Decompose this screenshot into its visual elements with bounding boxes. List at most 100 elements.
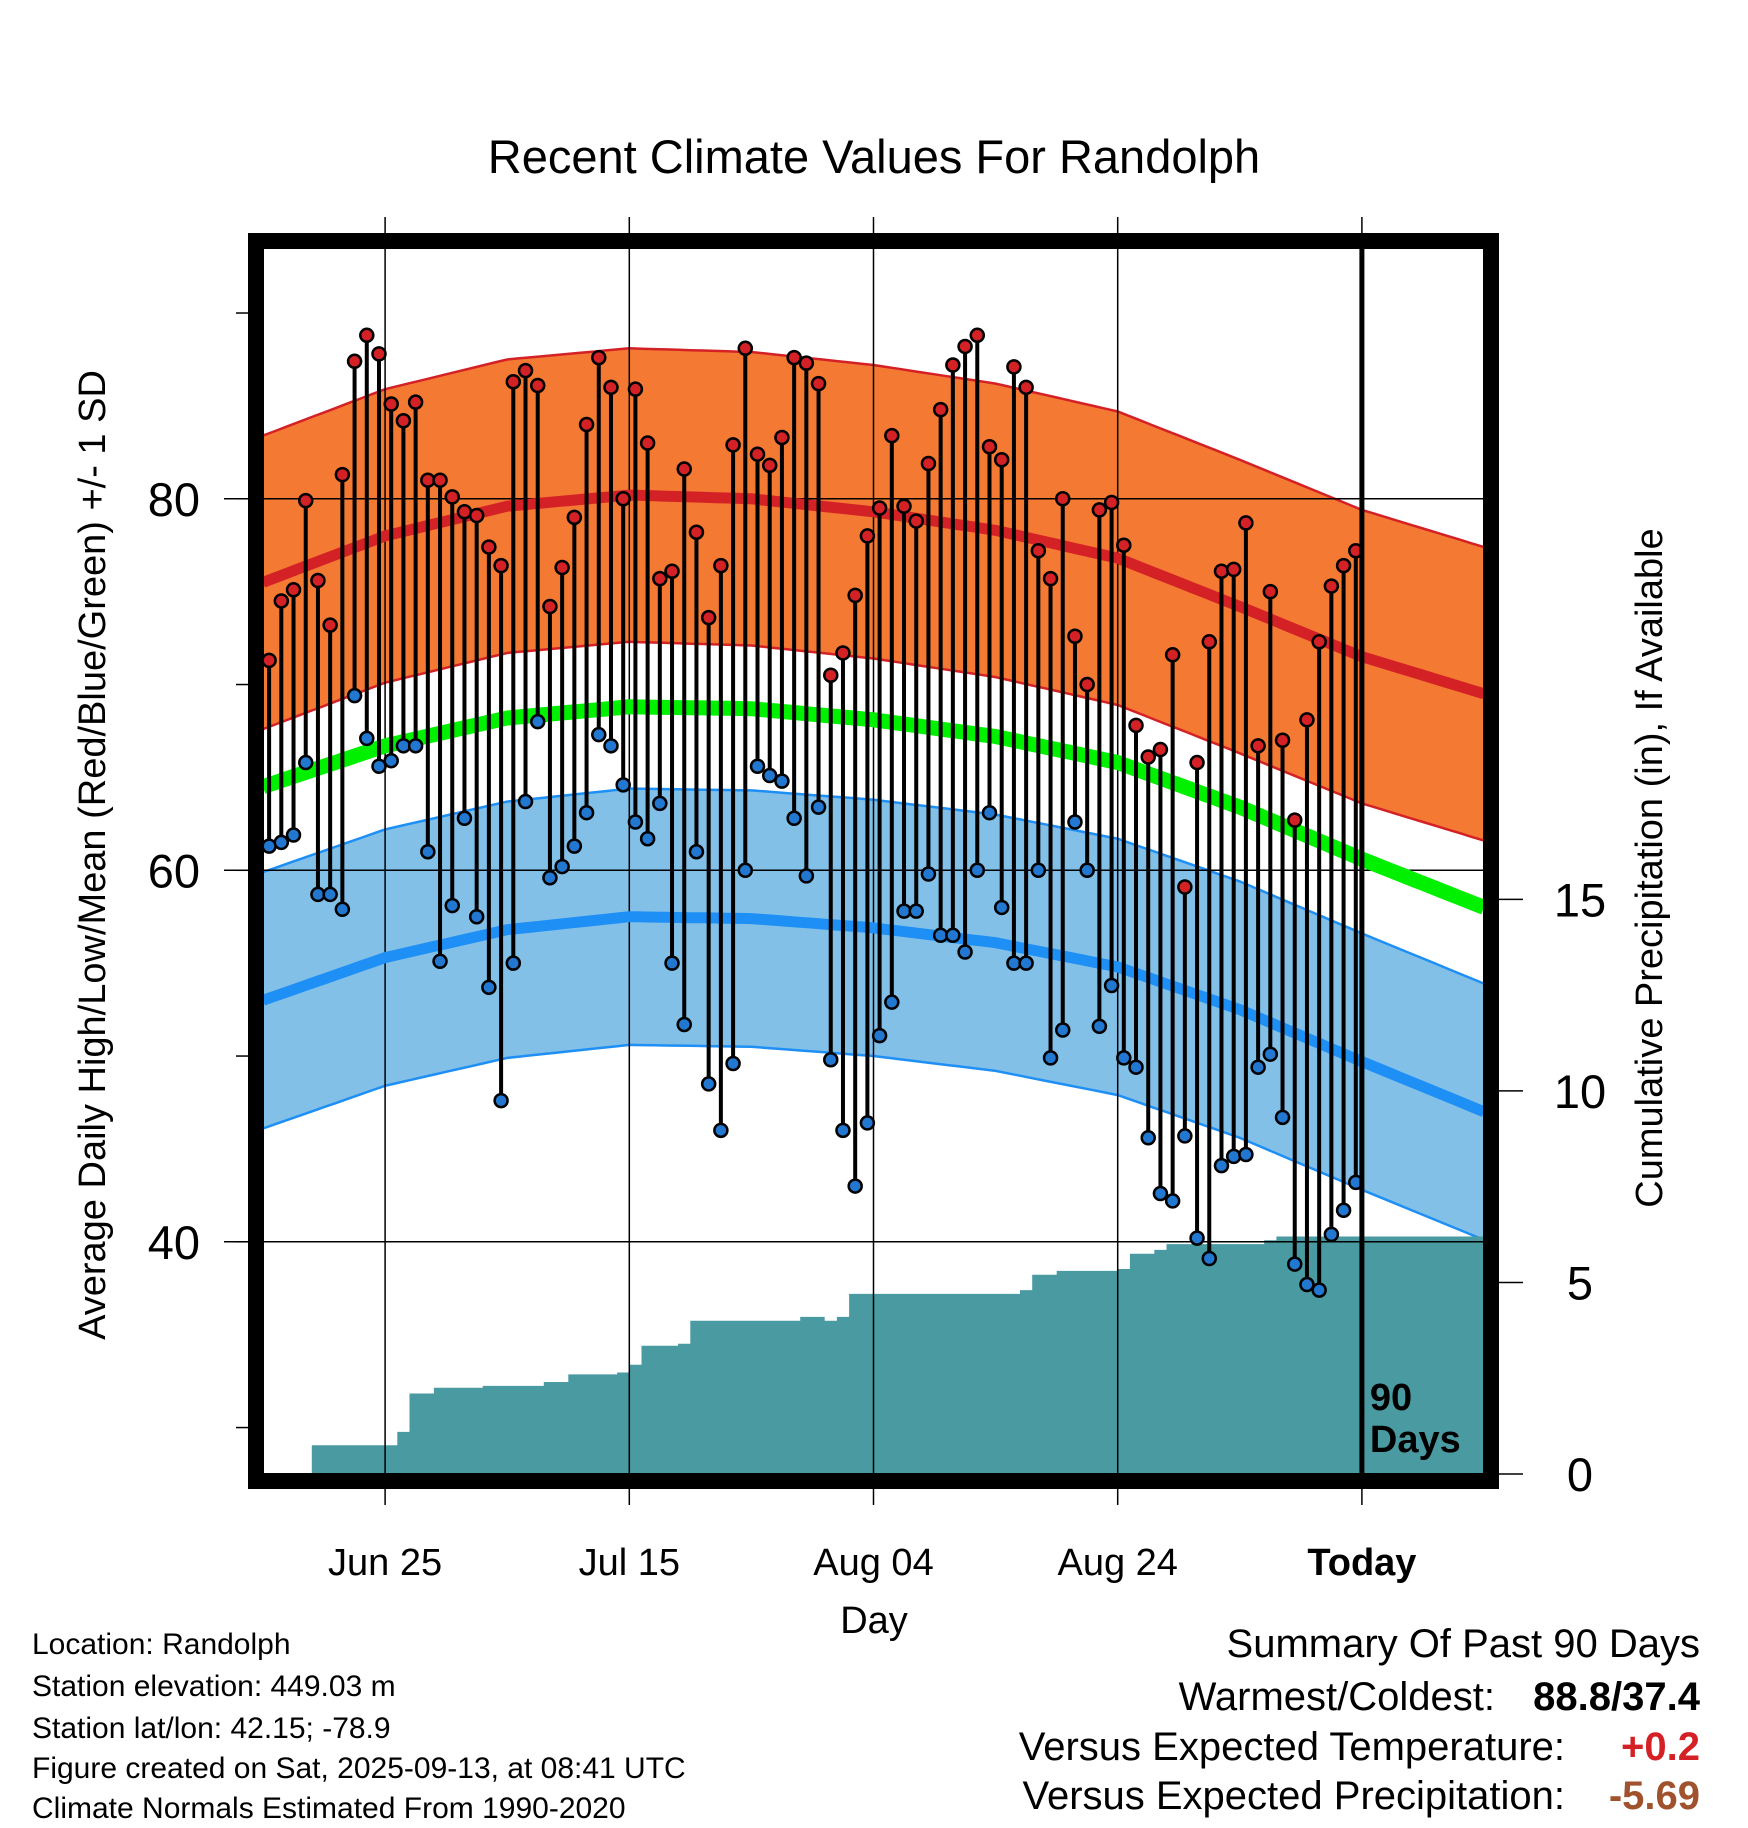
daily-low-point: [835, 1122, 851, 1139]
daily-high-point: [652, 570, 668, 587]
daily-low-point: [371, 758, 387, 775]
daily-high-point: [603, 379, 619, 396]
daily-high-point: [774, 429, 790, 446]
daily-low-point: [529, 713, 546, 730]
daily-low-point: [1213, 1157, 1230, 1174]
daily-high-point: [896, 498, 912, 514]
summary-warm-label: Warmest/Coldest:: [1178, 1675, 1495, 1719]
plot-area: 90 Days Jun 25 Jul 15 Aug 04 Aug 24 Today 40 60 8…: [148, 217, 1606, 1584]
daily-high-point: [1164, 647, 1181, 663]
daily-low-point: [1311, 1282, 1327, 1298]
daily-high-point: [835, 645, 851, 661]
today-days-label: 90 Days: [1370, 1377, 1461, 1461]
daily-low-point: [1189, 1230, 1205, 1246]
daily-low-point: [444, 897, 461, 914]
daily-low-point: [810, 799, 827, 815]
daily-high-point: [920, 455, 937, 472]
daily-high-point: [481, 539, 497, 555]
daily-high-point: [1055, 491, 1071, 507]
daily-high-point: [1091, 502, 1108, 518]
daily-high-point: [493, 557, 509, 574]
y-tick-label-left: 60: [148, 844, 200, 897]
daily-high-point: [1335, 557, 1352, 574]
daily-low-point: [591, 726, 607, 743]
daily-low-point: [920, 866, 937, 882]
daily-high-point: [395, 413, 412, 429]
daily-low-point: [1152, 1185, 1169, 1202]
daily-low-point: [1323, 1226, 1340, 1243]
daily-high-point: [810, 375, 827, 392]
daily-low-point: [1274, 1109, 1291, 1126]
daily-high-point: [1299, 712, 1315, 728]
daily-low-point: [1177, 1128, 1193, 1144]
daily-high-point: [627, 381, 644, 397]
daily-low-point: [1091, 1018, 1108, 1035]
daily-low-point: [322, 886, 338, 903]
daily-high-point: [1189, 754, 1205, 771]
daily-low-point: [676, 1016, 692, 1033]
daily-high-point: [786, 349, 802, 366]
daily-low-point: [456, 810, 473, 827]
daily-low-point: [615, 777, 631, 793]
daily-high-point: [346, 353, 363, 370]
y-tick-label-left: 80: [148, 473, 200, 526]
daily-low-point: [993, 899, 1010, 916]
daily-high-point: [1238, 515, 1254, 531]
daily-low-point: [725, 1055, 741, 1072]
summary-precip-value: -5.69: [1608, 1774, 1700, 1818]
daily-high-point: [1201, 634, 1218, 650]
daily-high-point: [615, 491, 631, 507]
daily-high-point: [1140, 749, 1156, 765]
daily-high-point: [1030, 543, 1047, 559]
today-days-label-line: 90: [1370, 1377, 1412, 1419]
daily-high-point: [639, 435, 656, 451]
daily-high-point: [297, 492, 314, 509]
y-tick-label-right: 10: [1554, 1065, 1606, 1118]
daily-low-point: [761, 767, 778, 784]
daily-high-point: [1274, 732, 1291, 749]
daily-high-point: [1177, 879, 1193, 895]
daily-high-point: [871, 500, 888, 516]
daily-low-point: [432, 953, 448, 970]
daily-low-point: [1128, 1059, 1144, 1075]
daily-low-point: [1042, 1050, 1059, 1066]
daily-high-point: [945, 357, 961, 373]
daily-high-point: [261, 652, 277, 669]
summary-temp-label: Versus Expected Temperature:: [1018, 1725, 1565, 1769]
daily-high-point: [591, 349, 607, 366]
daily-high-point: [468, 507, 485, 524]
daily-high-point: [859, 528, 876, 544]
x-tick-label: Jun 25: [328, 1542, 442, 1584]
daily-low-point: [1055, 1022, 1071, 1038]
daily-high-point: [1311, 634, 1327, 650]
footer-latlon: Station lat/lon: 42.15; -78.9: [32, 1712, 391, 1745]
daily-high-point: [1042, 570, 1059, 587]
daily-high-point: [359, 327, 375, 344]
daily-high-point: [444, 489, 461, 505]
daily-low-point: [334, 901, 351, 918]
y-axis-label-right: Cumulative Precipitation (in), If Availa…: [1629, 528, 1671, 1207]
daily-high-point: [529, 377, 546, 394]
daily-low-point: [273, 834, 290, 851]
normal-mean-line: [260, 699, 1487, 915]
daily-high-point: [273, 593, 290, 609]
daily-high-point: [823, 667, 839, 683]
daily-high-point: [700, 609, 717, 626]
daily-low-point: [517, 793, 534, 810]
daily-high-point: [932, 401, 949, 418]
daily-high-point: [981, 439, 998, 455]
daily-low-point: [639, 830, 656, 847]
daily-high-point: [725, 437, 741, 453]
daily-high-point: [310, 572, 326, 589]
daily-low-point: [688, 843, 705, 860]
x-tick-label: Aug 04: [813, 1542, 933, 1584]
footer-location: Location: Randolph: [32, 1628, 291, 1661]
daily-low-point: [578, 804, 595, 821]
daily-low-point: [1286, 1256, 1303, 1272]
daily-low-point: [786, 810, 802, 827]
daily-high-point: [578, 416, 595, 433]
daily-low-point: [1250, 1059, 1266, 1075]
daily-low-point: [847, 1178, 863, 1194]
y-tick-label-left: 40: [148, 1216, 200, 1269]
